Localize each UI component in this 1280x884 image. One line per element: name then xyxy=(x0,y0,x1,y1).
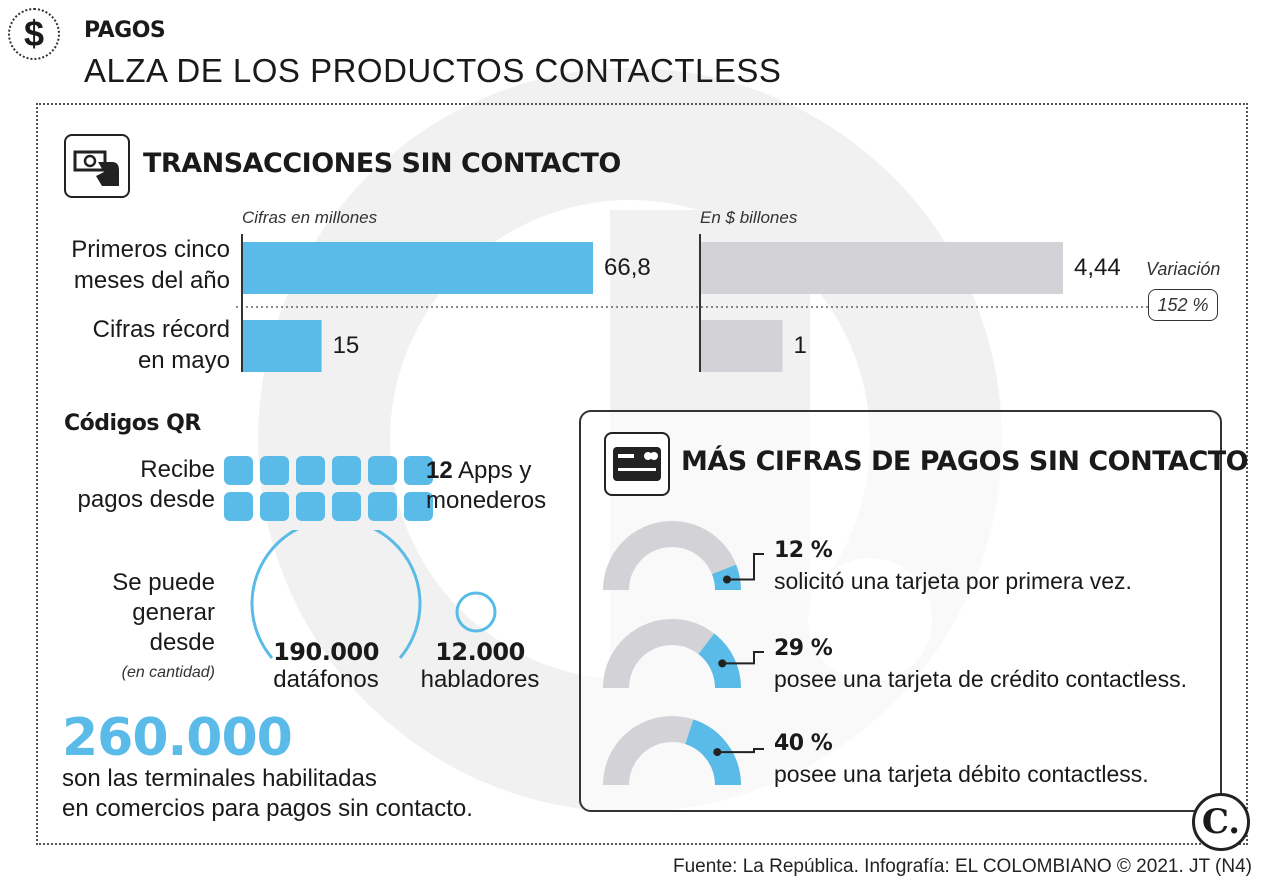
qr-receive-label: Recibe pagos desde xyxy=(77,456,215,513)
app-square xyxy=(260,492,289,521)
gauge-fill-2 xyxy=(684,719,741,786)
right-bar-0 xyxy=(701,242,1063,294)
qr-title: Códigos QR xyxy=(64,411,201,436)
variation-badge: 152 % xyxy=(1148,289,1218,321)
left-bar-0 xyxy=(243,242,593,294)
headline: ALZA DE LOS PRODUCTOS CONTACTLESS xyxy=(84,52,782,89)
section-label: PAGOS xyxy=(84,18,166,43)
left-value-label-0: 66,8 xyxy=(604,254,651,281)
variation-label: Variación xyxy=(1146,259,1221,279)
app-square xyxy=(296,456,325,485)
right-value-label-0: 4,44 xyxy=(1074,254,1121,281)
qr-apps-label: 12 Apps y monederos xyxy=(426,457,547,514)
habladores-circle xyxy=(455,591,497,633)
habladores-value: 12.000 xyxy=(435,638,525,666)
datafonos-value: 190.000 xyxy=(273,638,379,666)
datafonos-label: datáfonos xyxy=(273,666,379,693)
generate-note: (en cantidad) xyxy=(121,664,215,681)
gauge-leader-0 xyxy=(727,553,764,581)
app-square xyxy=(332,492,361,521)
qr-circles xyxy=(250,530,497,659)
app-square xyxy=(404,456,433,485)
apps-count: 12 xyxy=(426,457,453,484)
dollar-icon: $ xyxy=(8,8,60,60)
credit-card-icon xyxy=(604,432,670,496)
category-label-1: Cifras récord en mayo xyxy=(92,316,230,374)
right-chart-unit: En $ billones xyxy=(700,208,798,227)
content-frame xyxy=(36,103,1248,845)
bar-charts xyxy=(236,234,1150,372)
app-square xyxy=(404,492,433,521)
left-chart-unit: Cifras en millones xyxy=(242,208,378,227)
app-square xyxy=(224,456,253,485)
app-square xyxy=(260,456,289,485)
qr-apps-grid xyxy=(224,456,433,521)
app-square xyxy=(332,456,361,485)
more-figures-panel xyxy=(579,410,1222,812)
gauge-text-2: posee una tarjeta débito contactless. xyxy=(774,761,1149,787)
transactions-title: TRANSACCIONES SIN CONTACTO xyxy=(143,148,621,179)
app-square xyxy=(224,492,253,521)
gauge-rest-2 xyxy=(603,716,694,786)
app-square xyxy=(368,492,397,521)
gauge-pct-1: 29 % xyxy=(774,636,833,661)
generate-label: Se puede generar desde (en cantidad) xyxy=(62,568,215,688)
gauge-rest-0 xyxy=(603,521,737,591)
gauge-rest-1 xyxy=(603,619,715,689)
cash-hand-icon xyxy=(64,134,130,198)
more-figures-title: MÁS CIFRAS DE PAGOS SIN CONTACTO xyxy=(681,446,1249,477)
category-label-0: Primeros cinco meses del año xyxy=(71,236,230,294)
terminals-description: son las terminales habilitadas en comerc… xyxy=(62,765,473,822)
left-bar-1 xyxy=(243,320,322,372)
right-bar-1 xyxy=(701,320,783,372)
source-note: Fuente: La República. Infografía: EL COL… xyxy=(673,856,1252,877)
habladores-label: habladores xyxy=(420,666,540,693)
datafonos-circle xyxy=(250,530,422,659)
variation-value: 152 % xyxy=(1157,294,1209,315)
gauge-text-1: posee una tarjeta de crédito contactless… xyxy=(774,666,1187,692)
app-square xyxy=(368,456,397,485)
habladores-block: 12.000 habladores xyxy=(410,638,550,694)
el-colombiano-logo: C. xyxy=(1192,793,1250,851)
gauge-leader-1 xyxy=(722,651,764,665)
terminals-value: 260.000 xyxy=(62,708,293,768)
gauge-leader-2 xyxy=(717,748,764,754)
gauge-pct-0: 12 % xyxy=(774,538,833,563)
left-value-label-1: 15 xyxy=(332,332,360,359)
gauge-pct-2: 40 % xyxy=(774,731,833,756)
app-square xyxy=(296,492,325,521)
right-value-label-1: 1 xyxy=(793,332,807,359)
datafonos-block: 190.000 datáfonos xyxy=(256,638,396,694)
gauge-text-0: solicitó una tarjeta por primera vez. xyxy=(774,568,1132,594)
